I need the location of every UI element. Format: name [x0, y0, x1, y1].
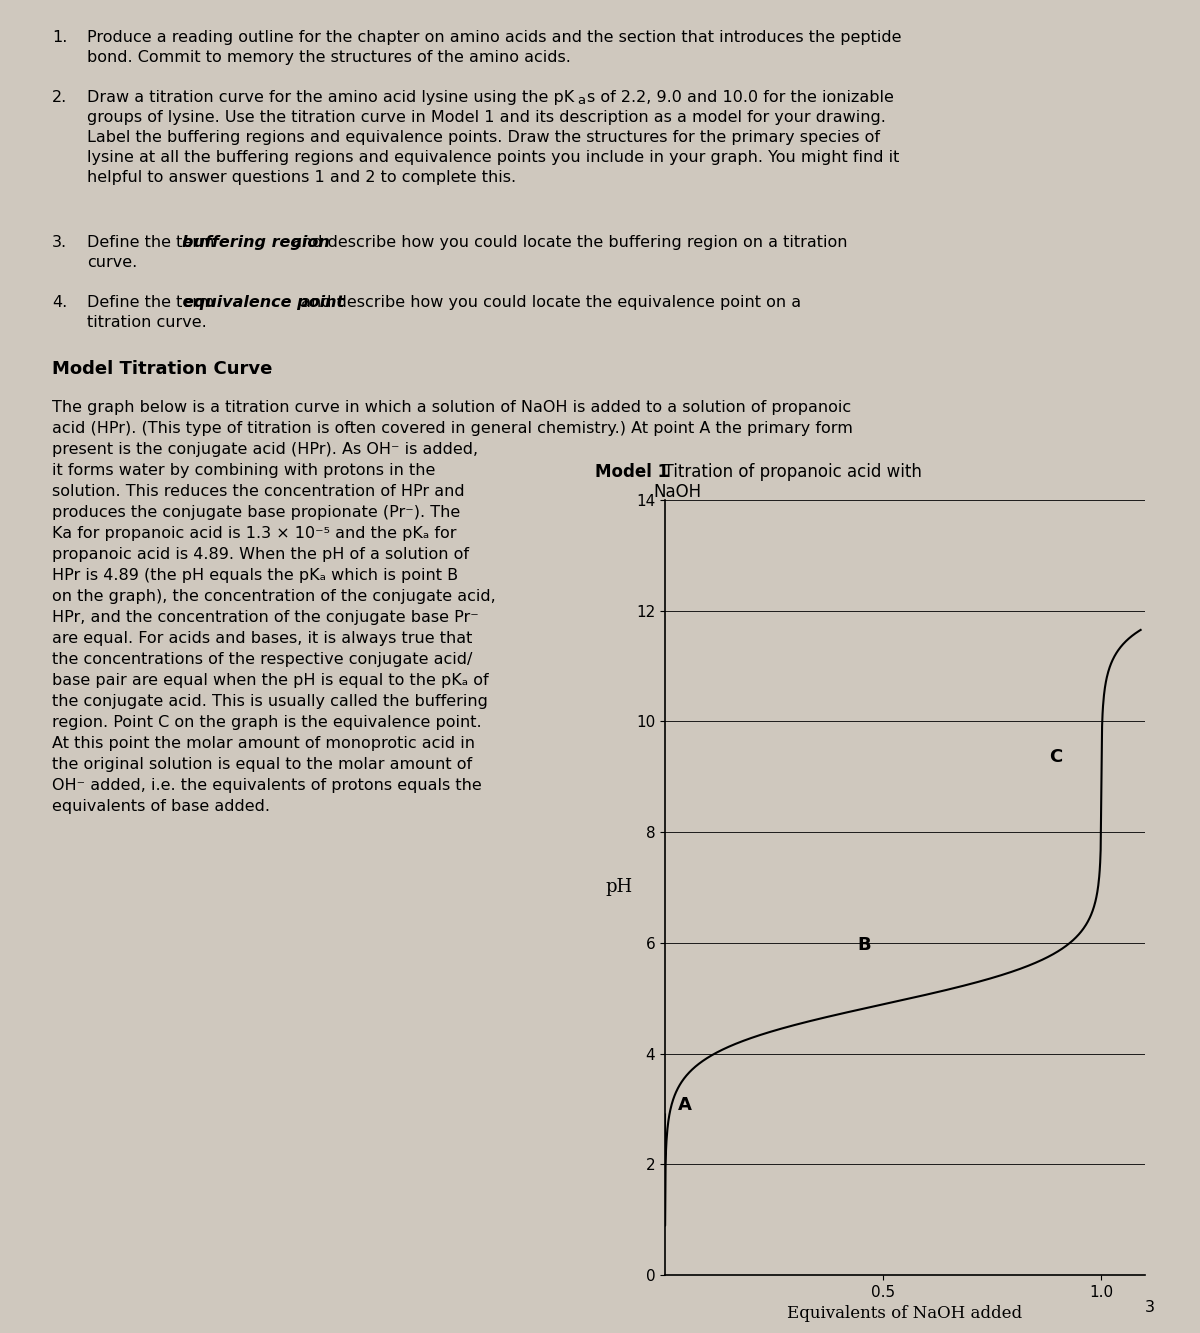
Text: OH⁻ added, i.e. the equivalents of protons equals the: OH⁻ added, i.e. the equivalents of proto… [52, 778, 481, 793]
Text: s of 2.2, 9.0 and 10.0 for the ionizable: s of 2.2, 9.0 and 10.0 for the ionizable [587, 91, 894, 105]
Text: present is the conjugate acid (HPr). As OH⁻ is added,: present is the conjugate acid (HPr). As … [52, 443, 478, 457]
Text: 2.: 2. [52, 91, 67, 105]
Text: Define the term: Define the term [88, 235, 220, 251]
Text: 1.: 1. [52, 31, 67, 45]
Text: solution. This reduces the concentration of HPr and: solution. This reduces the concentration… [52, 484, 464, 499]
Text: and describe how you could locate the equivalence point on a: and describe how you could locate the eq… [296, 295, 802, 311]
Text: Model 1: Model 1 [595, 463, 670, 481]
Text: bond. Commit to memory the structures of the amino acids.: bond. Commit to memory the structures of… [88, 51, 571, 65]
X-axis label: Equivalents of NaOH added: Equivalents of NaOH added [787, 1305, 1022, 1322]
Text: buffering region: buffering region [182, 235, 330, 251]
Text: Draw a titration curve for the amino acid lysine using the pK: Draw a titration curve for the amino aci… [88, 91, 575, 105]
Text: are equal. For acids and bases, it is always true that: are equal. For acids and bases, it is al… [52, 631, 473, 647]
Text: groups of lysine. Use the titration curve in Model 1 and its description as a mo: groups of lysine. Use the titration curv… [88, 111, 886, 125]
Text: propanoic acid is 4.89. When the pH of a solution of: propanoic acid is 4.89. When the pH of a… [52, 547, 469, 563]
Text: base pair are equal when the pH is equal to the pKₐ of: base pair are equal when the pH is equal… [52, 673, 488, 688]
Text: Ka for propanoic acid is 1.3 × 10⁻⁵ and the pKₐ for: Ka for propanoic acid is 1.3 × 10⁻⁵ and … [52, 527, 456, 541]
Text: 3: 3 [1145, 1300, 1154, 1314]
Text: produces the conjugate base propionate (Pr⁻). The: produces the conjugate base propionate (… [52, 505, 461, 520]
Text: it forms water by combining with protons in the: it forms water by combining with protons… [52, 463, 436, 479]
Text: curve.: curve. [88, 255, 137, 271]
Text: the original solution is equal to the molar amount of: the original solution is equal to the mo… [52, 757, 472, 772]
Text: At this point the molar amount of monoprotic acid in: At this point the molar amount of monopr… [52, 736, 475, 750]
Text: A: A [678, 1097, 692, 1114]
Text: 4.: 4. [52, 295, 67, 311]
Text: HPr, and the concentration of the conjugate base Pr⁻: HPr, and the concentration of the conjug… [52, 611, 479, 625]
Text: region. Point C on the graph is the equivalence point.: region. Point C on the graph is the equi… [52, 714, 481, 730]
Text: NaOH: NaOH [653, 483, 701, 501]
Text: 3.: 3. [52, 235, 67, 251]
Text: The graph below is a titration curve in which a solution of NaOH is added to a s: The graph below is a titration curve in … [52, 400, 851, 415]
Text: Define the term: Define the term [88, 295, 220, 311]
Text: Model Titration Curve: Model Titration Curve [52, 360, 272, 379]
Text: Label the buffering regions and equivalence points. Draw the structures for the : Label the buffering regions and equivale… [88, 131, 880, 145]
Text: a: a [577, 95, 586, 107]
Text: Titration of propanoic acid with: Titration of propanoic acid with [653, 463, 922, 481]
Text: helpful to answer questions 1 and 2 to complete this.: helpful to answer questions 1 and 2 to c… [88, 171, 516, 185]
Text: on the graph), the concentration of the conjugate acid,: on the graph), the concentration of the … [52, 589, 496, 604]
Text: C: C [1049, 748, 1062, 765]
Text: Produce a reading outline for the chapter on amino acids and the section that in: Produce a reading outline for the chapte… [88, 31, 901, 45]
Text: the conjugate acid. This is usually called the buffering: the conjugate acid. This is usually call… [52, 694, 488, 709]
Text: and describe how you could locate the buffering region on a titration: and describe how you could locate the bu… [287, 235, 847, 251]
Text: B: B [857, 936, 871, 954]
Text: lysine at all the buffering regions and equivalence points you include in your g: lysine at all the buffering regions and … [88, 151, 899, 165]
Y-axis label: pH: pH [606, 878, 632, 897]
Text: HPr is 4.89 (the pH equals the pKₐ which is point B: HPr is 4.89 (the pH equals the pKₐ which… [52, 568, 458, 583]
Text: acid (HPr). (This type of titration is often covered in general chemistry.) At p: acid (HPr). (This type of titration is o… [52, 421, 853, 436]
Text: titration curve.: titration curve. [88, 315, 206, 331]
Text: the concentrations of the respective conjugate acid/: the concentrations of the respective con… [52, 652, 473, 666]
Text: equivalence point: equivalence point [182, 295, 344, 311]
Text: equivalents of base added.: equivalents of base added. [52, 798, 270, 814]
